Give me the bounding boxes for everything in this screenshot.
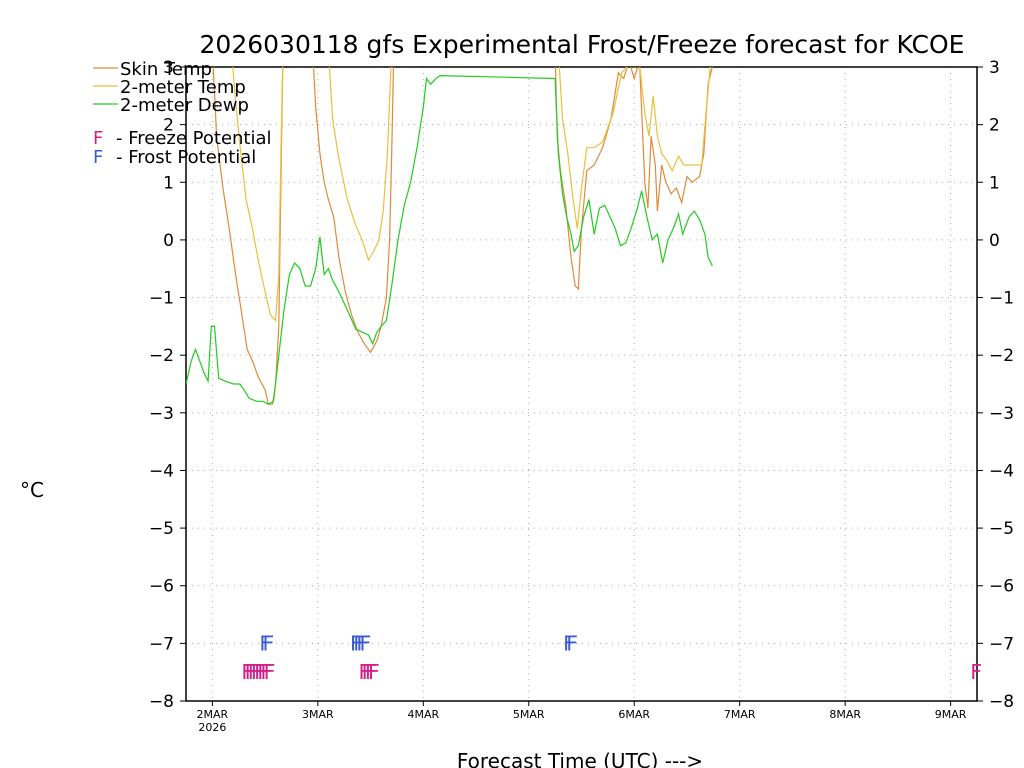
y-tick-label-right: 3 [989,58,1000,78]
legend-potential-label: - Frost Potential [116,147,256,168]
series-group [186,67,713,405]
freeze-marker: F [247,660,259,684]
y-tick-label-right: −3 [989,404,1014,424]
freeze-marker: F [241,660,253,684]
y-tick-label-left: −8 [149,692,174,712]
freeze-marker: F [358,660,370,684]
y-axis-right: 3 2 1 0 −1 −2 −3 −4 −5 −6 −7 −8 [977,58,1014,712]
freeze-marker: F [970,660,982,684]
y-tick-label-right: 2 [989,116,1000,136]
y-tick-label-left: 1 [163,173,174,193]
legend-label: 2-meter Dewp [120,95,249,116]
frost-marker: F [262,631,274,655]
x-tick-label: 9MAR [935,708,967,721]
series-line-2-meter-dewp [186,74,713,405]
x-axis-label: Forecast Time (UTC) ---> [457,749,703,768]
frost-marker: F [259,631,271,655]
y-tick-label-right: −6 [989,577,1014,597]
x-tick-label: 8MAR [829,708,861,721]
x-tick-label: 4MAR [407,708,439,721]
x-tick-label: 7MAR [724,708,756,721]
y-tick-label-left: −3 [149,404,174,424]
freeze-marker: F [254,660,266,684]
freeze-marker: F [257,660,269,684]
freeze-marker: F [263,660,275,684]
y-tick-label-right: −7 [989,634,1014,654]
legend-label: Skin Temp [120,59,212,80]
y-tick-label-right: −5 [989,519,1014,539]
frost-marker: F [350,631,362,655]
y-tick-label-left: −1 [149,289,174,309]
grid-lines [186,67,977,701]
freeze-marker: F [260,660,272,684]
series-line-2-meter-temp [232,67,711,323]
legend-label: 2-meter Temp [120,77,246,98]
y-tick-label-left: 0 [163,231,174,251]
y-tick-label-right: 1 [989,173,1000,193]
y-tick-label-right: −4 [989,461,1014,481]
x-tick-label: 3MAR [302,708,334,721]
frost-marker: F [566,631,578,655]
freeze-marker: F [365,660,377,684]
legend-potential-mark: F [93,147,103,168]
y-tick-label-left: −4 [149,461,174,481]
y-tick-label-left: −6 [149,577,174,597]
series-line-skin-temp [212,67,713,405]
plot-frame [185,66,978,702]
frost-marker: F [563,631,575,655]
frost-marker: F [353,631,365,655]
y-tick-label-left: −2 [149,346,174,366]
frost-marker: F [359,631,371,655]
freeze-marker: F [368,660,380,684]
chart-title: 2026030118 gfs Experimental Frost/Freeze… [200,30,965,59]
legend-potential-mark: F [93,128,103,149]
y-tick-label-right: 0 [989,231,1000,251]
y-axis-label: °C [20,478,44,502]
freeze-marker: F [251,660,263,684]
y-tick-label-left: −7 [149,634,174,654]
x-tick-label: 6MAR [618,708,650,721]
y-tick-label-right: −1 [989,289,1014,309]
y-tick-label-right: −2 [989,346,1014,366]
y-tick-label-right: −8 [989,692,1014,712]
x-tick-label: 2MAR [197,708,229,721]
y-axis-left: 3 2 1 0 −1 −2 −3 −4 −5 −6 −7 −8 [149,58,186,712]
x-tick-sublabel: 2026 [198,721,226,734]
freeze-marker: F [361,660,373,684]
y-tick-label-left: 3 [163,58,174,78]
legend-potential-label: - Freeze Potential [116,128,272,149]
y-tick-label-left: 2 [163,116,174,136]
x-tick-label: 5MAR [513,708,545,721]
freeze-marker: F [244,660,256,684]
frost-marker: F [356,631,368,655]
y-tick-label-left: −5 [149,519,174,539]
